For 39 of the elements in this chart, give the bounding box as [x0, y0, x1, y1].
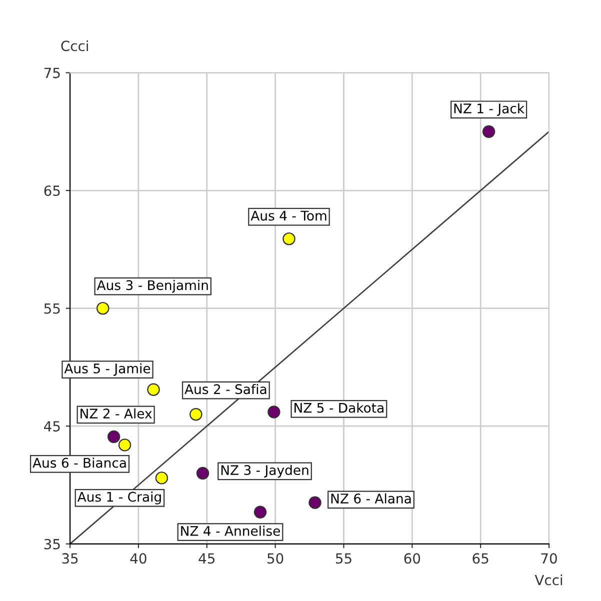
annotation: Aus 4 - Tom [250, 210, 326, 221]
y-tick-label: 75 [44, 68, 60, 78]
point [268, 406, 280, 418]
x-tick-label: 40 [130, 553, 146, 564]
point [196, 466, 210, 480]
x-tick-label: 35 [62, 553, 78, 564]
annotation: Aus 2 - Safia [184, 384, 266, 394]
annotation: NZ 2 - Alex [80, 408, 152, 419]
annotation: Aus 6 - Bianca [32, 458, 126, 468]
point [96, 302, 110, 315]
x-tick-label: 45 [198, 553, 214, 564]
x-tick-label: 70 [541, 553, 557, 564]
annotation: Aus 5 - Jamie [64, 363, 150, 376]
y-tick-label: 65 [44, 185, 60, 196]
annotation: NZ 5 - Dakota [294, 402, 384, 413]
annotation: NZ 6 - Alana [331, 493, 411, 504]
annotation: Aus 1 - Craig [77, 492, 161, 504]
y-tick-label: 45 [44, 421, 60, 432]
x-axis-title: Vcci [534, 574, 562, 586]
annotation: NZ 3 - Jayden [221, 464, 308, 478]
x-tick-label: 65 [472, 553, 488, 564]
y-axis-title: Ccci [61, 40, 88, 52]
point [482, 125, 496, 138]
point [147, 383, 160, 396]
x-tick-label: 55 [336, 553, 352, 564]
annotation: Aus 3 - Benjamin [96, 280, 208, 293]
point [155, 472, 168, 484]
point [282, 232, 296, 246]
annotation: NZ 4 - Annelise [181, 526, 280, 536]
point [190, 408, 202, 421]
x-tick-label: 50 [268, 553, 284, 564]
point [118, 438, 132, 452]
y-tick-label: 35 [44, 538, 60, 550]
point [107, 430, 120, 444]
point [308, 496, 322, 510]
point [254, 506, 267, 518]
annotation: NZ 1 - Jack [454, 103, 525, 116]
y-tick-label: 55 [44, 303, 60, 314]
x-tick-label: 60 [404, 553, 420, 564]
